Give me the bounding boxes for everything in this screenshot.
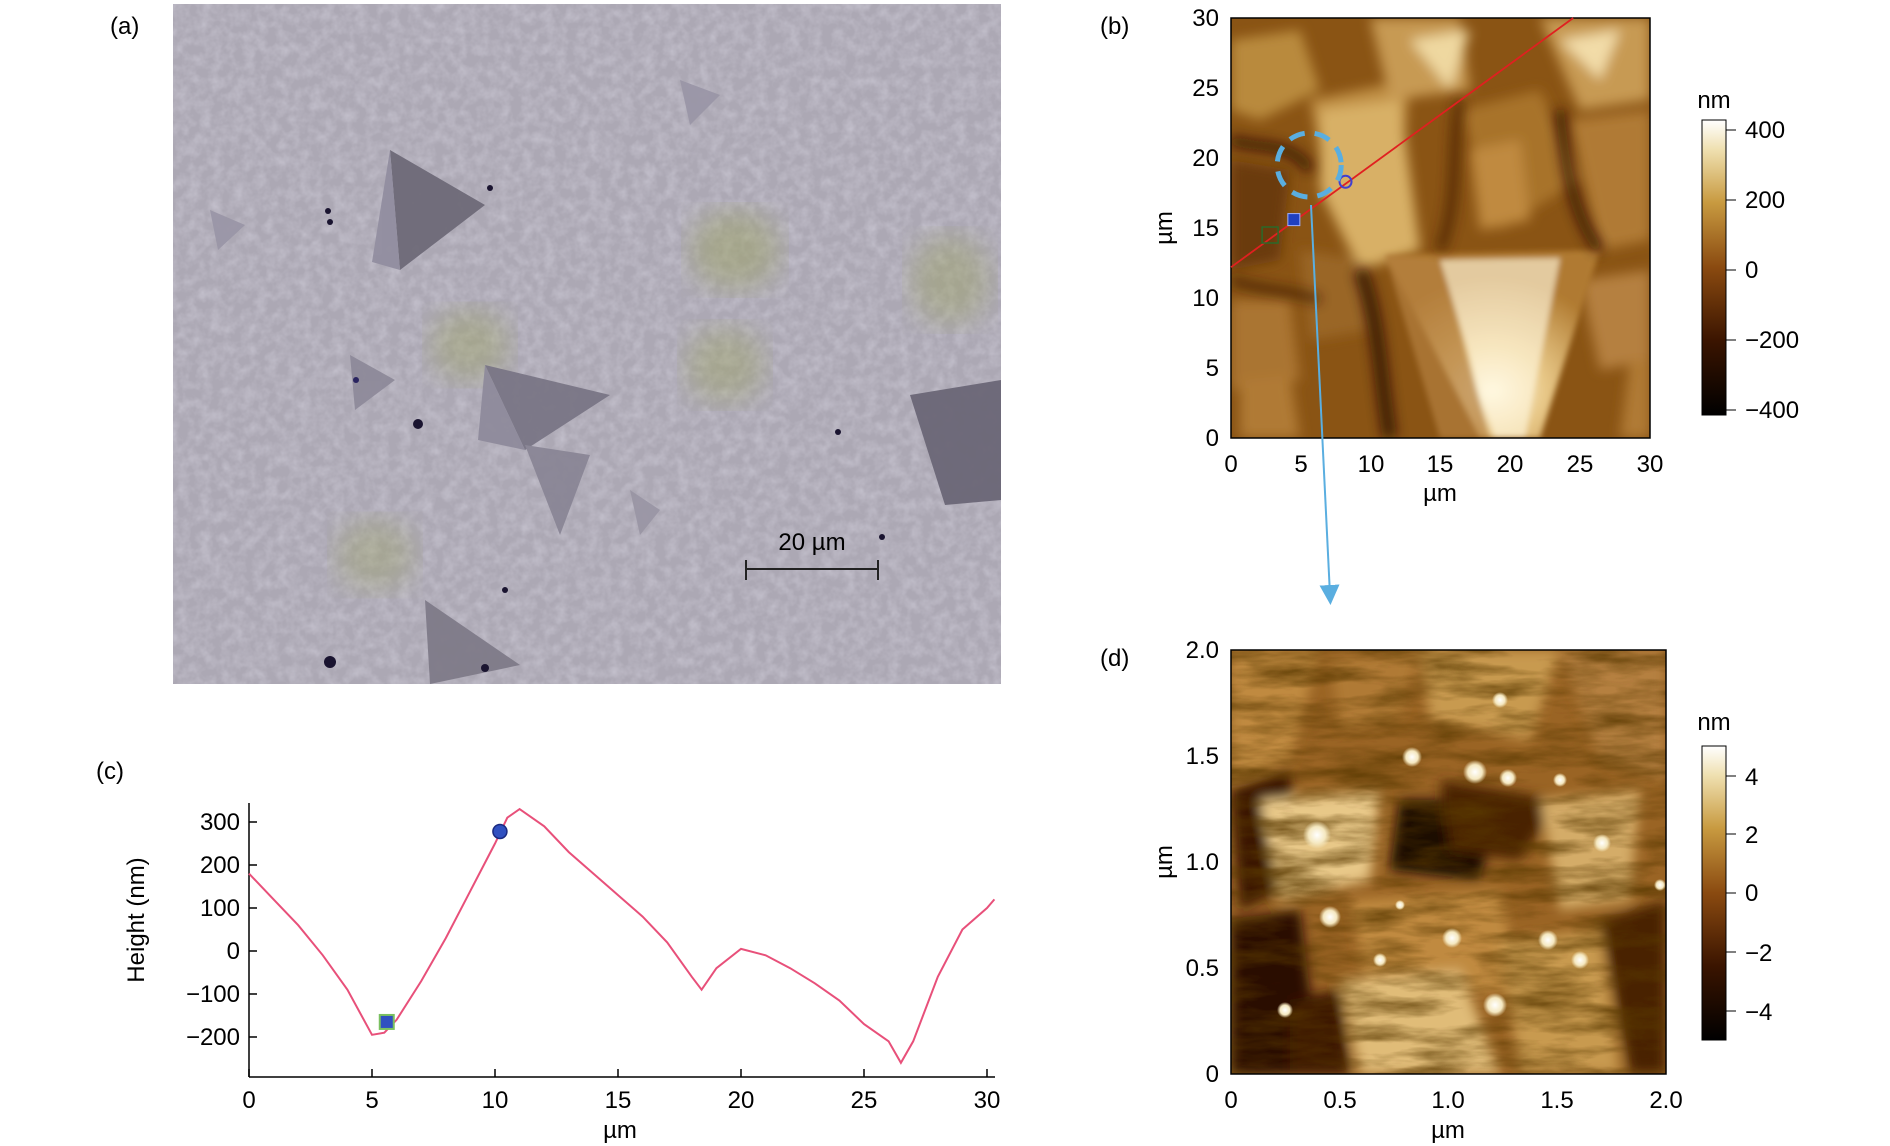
tick-label: 20 (728, 1087, 755, 1114)
scale-bar: 20 µm (745, 529, 879, 580)
marker-circle (1338, 174, 1353, 189)
tick-label: −200 (186, 1024, 240, 1051)
colorbar-d-unit: nm (1697, 709, 1730, 736)
panel-b-label: (b) (1100, 13, 1129, 40)
tick-label: 0 (242, 1087, 255, 1114)
tick-label: 1.0 (1431, 1087, 1464, 1114)
tick-label: 10 (1192, 285, 1219, 312)
tick-label: 5 (365, 1087, 378, 1114)
axis-d-y: 0 0.5 1.0 1.5 2.0 µm (1151, 637, 1219, 1088)
tick-label: 0 (227, 938, 240, 965)
tick-label: 30 (974, 1087, 1001, 1114)
tick-label: 25 (1567, 451, 1594, 478)
colorbar-tick: 2 (1745, 822, 1758, 849)
particles (1277, 692, 1666, 1018)
tick-label: 15 (1192, 215, 1219, 242)
colorbar-b: nm 400 200 0 −200 −400 (1697, 87, 1799, 424)
tick-label: 20 (1192, 145, 1219, 172)
colorbar-tick: −4 (1745, 999, 1772, 1026)
tick-label: 0 (1206, 425, 1219, 452)
tick-label: 5 (1206, 355, 1219, 382)
colorbar-d: nm 4 2 0 −2 −4 (1697, 709, 1772, 1041)
panel-d: (d) (1100, 637, 1772, 1144)
colorbar-tick: −2 (1745, 940, 1772, 967)
tick-label: 1.5 (1540, 1087, 1573, 1114)
tick-label: 300 (200, 809, 240, 836)
colorbar-tick: 400 (1745, 117, 1785, 144)
hillock-pyramids (210, 80, 1001, 684)
tick-label: 0 (1206, 1061, 1219, 1088)
colorbar-tick: 0 (1745, 880, 1758, 907)
tick-label: 100 (200, 895, 240, 922)
panel-a: (a) (110, 4, 1001, 684)
axis-b-y: 0 5 10 15 20 25 30 µm (1151, 5, 1219, 452)
tick-label: 30 (1637, 451, 1664, 478)
colorbar-b-unit: nm (1697, 87, 1730, 114)
overlay-b (1230, 17, 1574, 268)
axis-c-ticks (248, 821, 988, 1077)
panel-c-label: (c) (96, 758, 124, 785)
colorbar-tick: −200 (1745, 327, 1799, 354)
axis-c-xlabel: µm (603, 1117, 637, 1144)
tick-label: 2.0 (1649, 1087, 1682, 1114)
profile-marker-square (378, 1013, 395, 1030)
profile-series-line (248, 807, 996, 1065)
colorbar-tick: 0 (1745, 257, 1758, 284)
axis-d-x: 0 0.5 1.0 1.5 2.0 µm (1224, 1087, 1682, 1144)
tick-label: 10 (482, 1087, 509, 1114)
tick-label: 200 (200, 852, 240, 879)
marker-square (1287, 213, 1301, 227)
marker-green-square (1261, 226, 1279, 244)
axis-b-x: 0 5 10 15 20 25 30 µm (1224, 451, 1663, 507)
tick-label: 0.5 (1186, 955, 1219, 982)
tick-label: −100 (186, 981, 240, 1008)
tick-label: 1.0 (1186, 849, 1219, 876)
tick-label: 0.5 (1323, 1087, 1356, 1114)
axis-c-x: 0 5 10 15 20 25 30 µm (242, 1087, 1000, 1144)
colorbar-tick: 4 (1745, 764, 1758, 791)
afm-map-d (1230, 649, 1667, 1075)
tick-label: 20 (1497, 451, 1524, 478)
scale-bar-label: 20 µm (778, 529, 845, 556)
tick-label: 10 (1358, 451, 1385, 478)
panel-a-label: (a) (110, 13, 139, 40)
axis-c-y: 300 200 100 0 −100 −200 Height (nm) (123, 809, 240, 1051)
micrograph-image (173, 4, 1001, 684)
tick-label: 0 (1224, 451, 1237, 478)
tick-label: 15 (1427, 451, 1454, 478)
colorbar-tick: 200 (1745, 187, 1785, 214)
axis-c-ylabel: Height (nm) (123, 857, 150, 982)
tick-label: 0 (1224, 1087, 1237, 1114)
axis-b-xlabel: µm (1423, 480, 1457, 507)
panel-b: (b) (1100, 5, 1799, 507)
axis-b-ylabel: µm (1151, 211, 1178, 245)
profile-plot (248, 807, 996, 1065)
tick-label: 2.0 (1186, 637, 1219, 664)
panel-c: (c) 0 5 10 15 20 25 30 µm 300 200 100 0 … (96, 758, 1000, 1144)
axis-d-ylabel: µm (1151, 845, 1178, 879)
tick-label: 5 (1294, 451, 1307, 478)
tick-label: 1.5 (1186, 743, 1219, 770)
tick-label: 25 (1192, 75, 1219, 102)
zoom-region-circle (1274, 130, 1344, 200)
axis-d-xlabel: µm (1431, 1117, 1465, 1144)
afm-map-b (1230, 17, 1651, 439)
colorbar-tick: −400 (1745, 397, 1799, 424)
tick-label: 25 (851, 1087, 878, 1114)
tick-label: 15 (605, 1087, 632, 1114)
profile-marker-circle (492, 823, 508, 840)
zoom-arrow (1310, 204, 1340, 605)
tick-label: 30 (1192, 5, 1219, 32)
panel-d-label: (d) (1100, 645, 1129, 672)
